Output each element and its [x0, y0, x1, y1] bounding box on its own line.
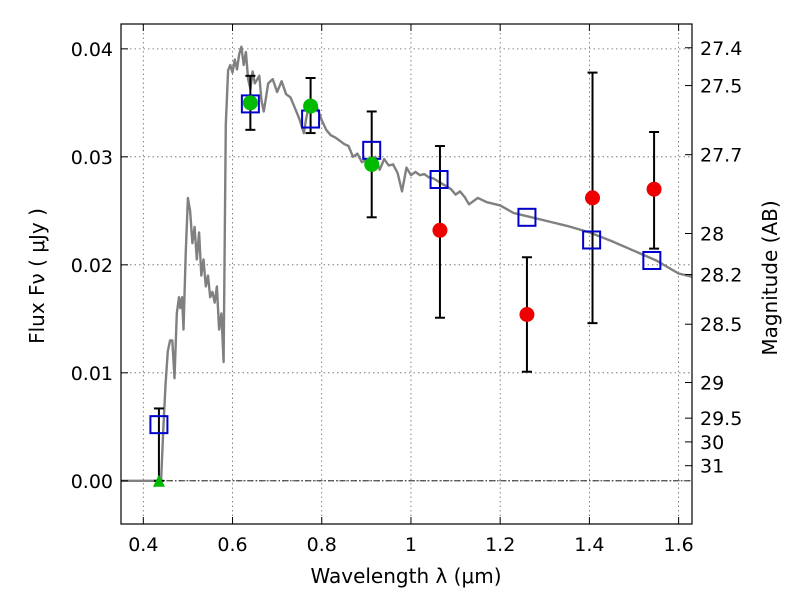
x-tick-label: 1	[405, 534, 417, 556]
y2-tick-label: 27.7	[700, 145, 742, 167]
red-data-point	[646, 181, 662, 197]
x-tick-label: 1.2	[485, 534, 515, 556]
grid-lines	[121, 24, 692, 524]
model-spectrum-line	[121, 45, 693, 482]
y2-tick-label: 28	[700, 224, 724, 246]
green-data-point	[303, 98, 319, 114]
y2-tick-label: 27.4	[700, 38, 742, 60]
red-data-point	[519, 306, 535, 322]
model-photometry-square	[149, 415, 169, 435]
error-bars	[153, 71, 660, 482]
red-data-point	[432, 222, 448, 238]
model-spectrum	[121, 45, 693, 482]
data-markers	[149, 94, 662, 487]
model-photometry-square	[429, 170, 449, 190]
y-tick-label: 0.03	[71, 147, 113, 169]
green-triangle-point	[152, 474, 165, 487]
y2-tick-label: 29.5	[700, 408, 742, 430]
y2-tick-label: 28.2	[700, 265, 742, 287]
model-photometry-square	[582, 230, 602, 250]
green-data-point	[242, 95, 258, 111]
x-tick-label: 0.4	[128, 534, 158, 556]
y-tick-label: 0.00	[71, 471, 113, 493]
model-photometry-square	[517, 207, 537, 227]
y-tick-label: 0.04	[71, 39, 113, 61]
red-data-point	[585, 190, 601, 206]
y2-axis-label: Magnitude (AB)	[758, 200, 782, 355]
x-tick-label: 1.4	[574, 534, 604, 556]
y-axis-label: Flux Fν ( μJy )	[25, 208, 49, 344]
y2-tick-label: 27.5	[700, 76, 742, 98]
y2-tick-label: 31	[700, 456, 724, 478]
x-tick-label: 1.6	[664, 534, 694, 556]
model-photometry-square	[642, 251, 662, 271]
x-tick-label: 0.8	[307, 534, 337, 556]
y-tick-label: 0.01	[71, 363, 113, 385]
y2-tick-label: 30	[700, 432, 724, 454]
plot-frame	[120, 23, 693, 525]
y-tick-label: 0.02	[71, 255, 113, 277]
y2-tick-label: 28.5	[700, 314, 742, 336]
green-data-point	[364, 156, 380, 172]
y2-tick-label: 29	[700, 373, 724, 395]
axis-ticks: 0.4 0.6 0.8 1 1.2 1.4 1.6 0.00 0.01 0.02 0.03 0.04 2…	[71, 24, 742, 556]
x-axis-label: Wavelength λ (μm)	[310, 564, 501, 588]
x-tick-label: 0.6	[217, 534, 247, 556]
